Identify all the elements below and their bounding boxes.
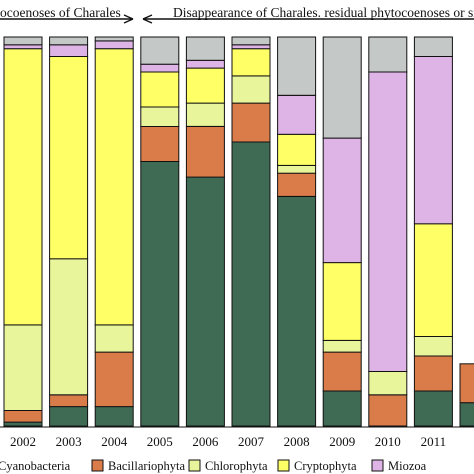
x-tick-label: 2007 [238,434,265,449]
bar-segment-2006-cryptophyta [185,67,225,104]
x-tick-label: 2004 [101,434,128,449]
bar-segment-2-cyanobacteria [459,402,474,427]
legend-swatch-miozoa [371,459,384,472]
legend-label-cyanobacteria: Cyanobacteria [0,459,71,473]
bar-segment-2006-bacillariophyta [185,126,225,178]
bar-segment-2010-bacillariophyta [368,394,408,427]
legend-swatch-bacillariophyta [91,459,104,472]
bar-segment-2004-cryptophyta [94,48,134,326]
bar-segment-2006-other [185,36,225,61]
bar-segment-2007-bacillariophyta [231,102,271,143]
bar-segment-2005-bacillariophyta [140,126,180,162]
bar-segment-2006-miozoa [185,59,225,69]
left-period-label: ocoenoses of Charales [0,5,121,20]
bar-segment-2008-chlorophyta [277,164,317,174]
bar-segment-2010-chlorophyta [368,371,408,396]
bar-segment-2008-bacillariophyta [277,172,317,197]
left-arrowhead-icon [123,14,134,24]
bar-segment-2010-other [368,36,408,73]
bar-segment-2011-chlorophyta [413,336,453,357]
bar-segment-2002-chlorophyta [3,324,43,411]
legend-label-bacillariophyta: Bacillariophyta [108,459,186,473]
legend-label-chlorophyta: Chlorophyta [205,459,268,473]
bar-segment-2004-miozoa [94,40,134,50]
bar-segment-2003-chlorophyta [49,258,89,396]
bar-segment-2002-cryptophyta [3,48,43,326]
bar-segment-2004-cyanobacteria [94,406,134,427]
x-tick-label: 2008 [284,434,310,449]
bar-segment-2004-other [94,36,134,42]
legend: Cyanobacteria Bacillariophyta Chlorophyta C… [0,459,427,473]
bar-segment-2009-chlorophyta [322,339,362,353]
bar-segment-2006-cyanobacteria [185,176,225,427]
bar-segment-2007-chlorophyta [231,75,271,104]
bar-segment-2005-cryptophyta [140,71,180,108]
legend-swatch-cryptophyta [277,459,290,472]
bar-segment-2009-miozoa [322,137,362,264]
bar-segment-2005-other [140,36,180,65]
legend-label-miozoa: Miozoa [388,459,427,473]
bar-segment-2011-other [413,36,453,57]
x-tick-label: 2009 [329,434,355,449]
x-tick-label: 2002 [10,434,36,449]
bar-segment-2008-cyanobacteria [277,196,317,427]
bar-segment-2003-bacillariophyta [49,394,89,408]
bar-segment-2010-miozoa [368,71,408,372]
bar-segment-2002-bacillariophyta [3,409,43,423]
bar-segment-2004-bacillariophyta [94,351,134,408]
bar-segment-2003-other [49,36,89,46]
bar-segment-2-bacillariophyta [459,363,474,404]
bar-segment-2008-miozoa [277,94,317,135]
bar-segment-2009-other [322,36,362,139]
x-tick-label: 2003 [56,434,82,449]
bar-segment-2005-cyanobacteria [140,161,180,427]
x-tick-label: 2005 [147,434,173,449]
x-tick-label: 2011 [421,434,447,449]
bar-segment-2008-other [277,36,317,96]
right-period-label: Disappearance of Charales. residual phyt… [173,5,474,20]
bar-segment-2005-miozoa [140,63,180,73]
legend-label-cryptophyta: Cryptophyta [294,459,357,473]
bar-segment-2007-miozoa [231,44,271,50]
bar-segment-2002-miozoa [3,44,43,50]
bar-segment-2008-cryptophyta [277,133,317,166]
bar-segment-2002-cyanobacteria [3,421,43,427]
bar-segment-2011-miozoa [413,56,453,225]
bar-segment-2003-cyanobacteria [49,406,89,427]
bar-segment-2011-bacillariophyta [413,355,453,392]
bar-segment-2011-cyanobacteria [413,390,453,427]
x-tick-label: 2006 [192,434,219,449]
bar-segment-2005-chlorophyta [140,106,180,127]
x-tick-labels: 2002 2003 2004 2005 2006 2007 2008 2009 2010 2011… [10,434,447,449]
bar-segment-2007-other [231,36,271,46]
bar-segment-2007-cyanobacteria [231,141,271,427]
bar-segment-2009-bacillariophyta [322,351,362,392]
bar-segment-2003-miozoa [49,44,89,57]
legend-swatch-chlorophyta [188,459,201,472]
bar-segment-2003-cryptophyta [49,56,89,260]
bars-group [3,36,474,427]
bar-segment-2007-cryptophyta [231,48,271,77]
bar-segment-2004-chlorophyta [94,324,134,353]
bar-segment-2006-chlorophyta [185,102,225,127]
bar-segment-2009-cyanobacteria [322,390,362,427]
right-arrowhead-icon [142,14,153,24]
bar-segment-2009-cryptophyta [322,262,362,341]
x-tick-label: 2010 [375,434,401,449]
bar-segment-2011-cryptophyta [413,223,453,337]
bar-segment-2002-other [3,36,43,46]
